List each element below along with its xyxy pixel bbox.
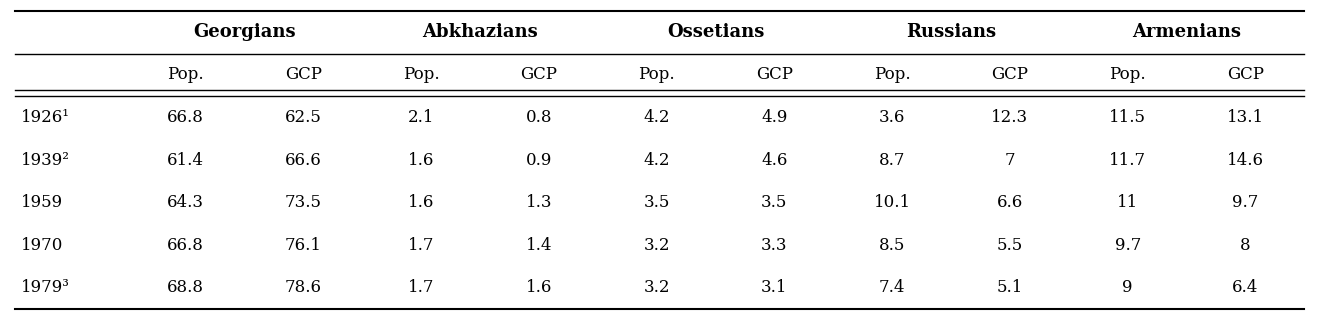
Text: Pop.: Pop.: [168, 66, 203, 83]
Text: 76.1: 76.1: [285, 237, 322, 254]
Text: 11: 11: [1117, 194, 1138, 211]
Text: 10.1: 10.1: [873, 194, 910, 211]
Text: GCP: GCP: [520, 66, 557, 83]
Text: Armenians: Armenians: [1132, 23, 1241, 41]
Text: Pop.: Pop.: [873, 66, 910, 83]
Text: 1979³: 1979³: [21, 279, 70, 296]
Text: 0.8: 0.8: [525, 109, 551, 126]
Text: 3.6: 3.6: [878, 109, 905, 126]
Text: 68.8: 68.8: [166, 279, 204, 296]
Text: GCP: GCP: [756, 66, 793, 83]
Text: Russians: Russians: [906, 23, 996, 41]
Text: 6.6: 6.6: [997, 194, 1024, 211]
Text: Pop.: Pop.: [638, 66, 675, 83]
Text: 12.3: 12.3: [992, 109, 1029, 126]
Text: 1939²: 1939²: [21, 151, 70, 169]
Text: Abkhazians: Abkhazians: [422, 23, 538, 41]
Text: GCP: GCP: [1227, 66, 1264, 83]
Text: 13.1: 13.1: [1227, 109, 1264, 126]
Text: 5.5: 5.5: [997, 237, 1024, 254]
Text: 1.7: 1.7: [408, 237, 434, 254]
Text: 14.6: 14.6: [1227, 151, 1264, 169]
Text: 3.1: 3.1: [761, 279, 787, 296]
Text: 1926¹: 1926¹: [21, 109, 70, 126]
Text: 6.4: 6.4: [1232, 279, 1258, 296]
Text: 3.5: 3.5: [644, 194, 670, 211]
Text: 2.1: 2.1: [408, 109, 434, 126]
Text: GCP: GCP: [992, 66, 1029, 83]
Text: 1.6: 1.6: [408, 151, 434, 169]
Text: 11.7: 11.7: [1109, 151, 1146, 169]
Text: GCP: GCP: [285, 66, 322, 83]
Text: Pop.: Pop.: [402, 66, 439, 83]
Text: 4.6: 4.6: [761, 151, 787, 169]
Text: 66.8: 66.8: [168, 109, 203, 126]
Text: 1959: 1959: [21, 194, 63, 211]
Text: 4.2: 4.2: [644, 109, 670, 126]
Text: 5.1: 5.1: [997, 279, 1024, 296]
Text: 73.5: 73.5: [285, 194, 322, 211]
Text: 1.7: 1.7: [408, 279, 434, 296]
Text: Ossetians: Ossetians: [666, 23, 764, 41]
Text: 3.2: 3.2: [644, 237, 670, 254]
Text: 1.6: 1.6: [408, 194, 434, 211]
Text: 4.2: 4.2: [644, 151, 670, 169]
Text: 9.7: 9.7: [1232, 194, 1258, 211]
Text: 64.3: 64.3: [166, 194, 204, 211]
Text: 8.5: 8.5: [878, 237, 905, 254]
Text: 62.5: 62.5: [285, 109, 322, 126]
Text: 1970: 1970: [21, 237, 63, 254]
Text: 4.9: 4.9: [761, 109, 787, 126]
Text: 8.7: 8.7: [878, 151, 905, 169]
Text: 3.5: 3.5: [761, 194, 787, 211]
Text: 3.2: 3.2: [644, 279, 670, 296]
Text: 1.4: 1.4: [525, 237, 551, 254]
Text: 11.5: 11.5: [1109, 109, 1146, 126]
Text: 9: 9: [1122, 279, 1133, 296]
Text: Pop.: Pop.: [1109, 66, 1146, 83]
Text: 61.4: 61.4: [166, 151, 204, 169]
Text: 9.7: 9.7: [1115, 237, 1141, 254]
Text: 78.6: 78.6: [285, 279, 322, 296]
Text: 7.4: 7.4: [878, 279, 905, 296]
Text: 1.3: 1.3: [525, 194, 551, 211]
Text: 3.3: 3.3: [761, 237, 787, 254]
Text: 66.8: 66.8: [168, 237, 203, 254]
Text: 8: 8: [1240, 237, 1250, 254]
Text: 1.6: 1.6: [525, 279, 551, 296]
Text: 7: 7: [1005, 151, 1016, 169]
Text: 0.9: 0.9: [525, 151, 551, 169]
Text: Georgians: Georgians: [193, 23, 295, 41]
Text: 66.6: 66.6: [285, 151, 322, 169]
